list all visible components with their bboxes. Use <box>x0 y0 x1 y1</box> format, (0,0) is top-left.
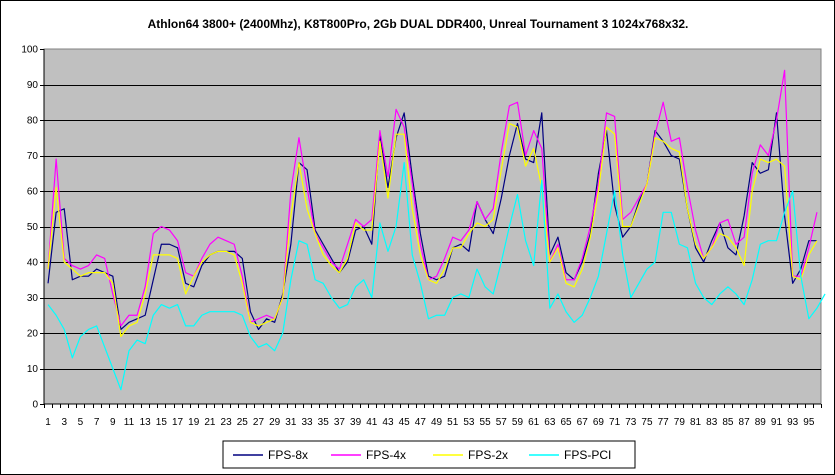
series-line-fps-2x <box>47 122 818 338</box>
x-tick-label: 25 <box>237 417 249 428</box>
x-tick-label: 37 <box>334 417 346 428</box>
gridlines <box>44 85 821 370</box>
legend-label: FPS-2x <box>468 448 508 462</box>
x-tick-label: 69 <box>593 417 605 428</box>
x-tick-label: 79 <box>674 417 686 428</box>
x-tick-label: 81 <box>690 417 702 428</box>
y-tick-label: 60 <box>27 187 39 198</box>
x-tick-label: 7 <box>94 417 100 428</box>
x-tick-label: 27 <box>253 417 265 428</box>
x-tick-label: 45 <box>399 417 411 428</box>
x-tick-label: 47 <box>415 417 427 428</box>
x-tick-label: 63 <box>544 417 556 428</box>
series-line-fps-pci <box>47 162 826 391</box>
legend: FPS-8x FPS-4x FPS-2x FPS-PCI <box>222 440 636 469</box>
legend-label: FPS-4x <box>366 448 406 462</box>
x-tick-label: 3 <box>61 417 67 428</box>
x-tick-label: 85 <box>722 417 734 428</box>
x-tick-label: 51 <box>447 417 459 428</box>
x-tick-label: 91 <box>771 417 783 428</box>
y-tick-label: 50 <box>27 222 39 233</box>
x-tick-label: 15 <box>156 417 168 428</box>
x-tick-label: 57 <box>496 417 508 428</box>
y-tick-label: 20 <box>27 329 39 340</box>
x-tick-label: 87 <box>739 417 751 428</box>
x-tick-label: 67 <box>577 417 589 428</box>
x-tick-label: 49 <box>431 417 443 428</box>
y-tick-label: 10 <box>27 364 39 375</box>
x-tick-label: 43 <box>382 417 394 428</box>
series-line-fps-4x <box>47 69 818 327</box>
x-tick-label: 83 <box>706 417 718 428</box>
x-axis: 1 3 5 7 9 11 13 15 17 19 21 23 25 27 29 31 33 35 37 39 41 43 4… <box>44 403 822 428</box>
x-tick-label: 75 <box>641 417 653 428</box>
x-tick-label: 73 <box>625 417 637 428</box>
y-tick-label: 90 <box>27 80 39 91</box>
x-tick-label: 71 <box>609 417 621 428</box>
y-tick-label: 70 <box>27 151 39 162</box>
x-tick-label: 17 <box>172 417 184 428</box>
x-tick-label: 93 <box>787 417 799 428</box>
legend-label: FPS-8x <box>268 448 308 462</box>
x-tick-label: 59 <box>512 417 524 428</box>
x-tick-label: 29 <box>269 417 281 428</box>
x-tick-label: 77 <box>658 417 670 428</box>
y-tick-label: 80 <box>27 116 39 127</box>
x-tick-label: 11 <box>124 417 135 428</box>
x-tick-label: 65 <box>560 417 572 428</box>
x-tick-label: 19 <box>188 417 200 428</box>
legend-box <box>222 440 636 469</box>
x-tick-label: 35 <box>318 417 330 428</box>
x-tick-label: 9 <box>110 417 116 428</box>
y-axis: 0 10 20 30 40 50 60 70 80 90 100 <box>21 45 45 411</box>
x-tick-label: 61 <box>528 417 540 428</box>
y-tick-label: 30 <box>27 293 39 304</box>
x-tick-label: 1 <box>45 417 51 428</box>
series-lines <box>47 69 826 391</box>
x-tick-label: 95 <box>803 417 815 428</box>
x-tick-label: 21 <box>204 417 216 428</box>
x-tick-label: 53 <box>463 417 475 428</box>
x-tick-label: 23 <box>221 417 233 428</box>
x-tick-label: 39 <box>350 417 362 428</box>
x-tick-label: 55 <box>480 417 492 428</box>
x-tick-label: 31 <box>285 417 297 428</box>
x-tick-label: 33 <box>301 417 313 428</box>
y-tick-label: 0 <box>32 400 38 411</box>
x-tick-label: 41 <box>366 417 378 428</box>
x-tick-label: 89 <box>755 417 767 428</box>
y-tick-label: 100 <box>21 45 38 56</box>
x-tick-label: 13 <box>140 417 152 428</box>
y-tick-label: 40 <box>27 258 39 269</box>
chart-title: Athlon64 3800+ (2400Mhz), K8T800Pro, 2Gb… <box>148 17 689 31</box>
x-tick-label: 5 <box>78 417 84 428</box>
legend-label: FPS-PCI <box>564 448 611 462</box>
